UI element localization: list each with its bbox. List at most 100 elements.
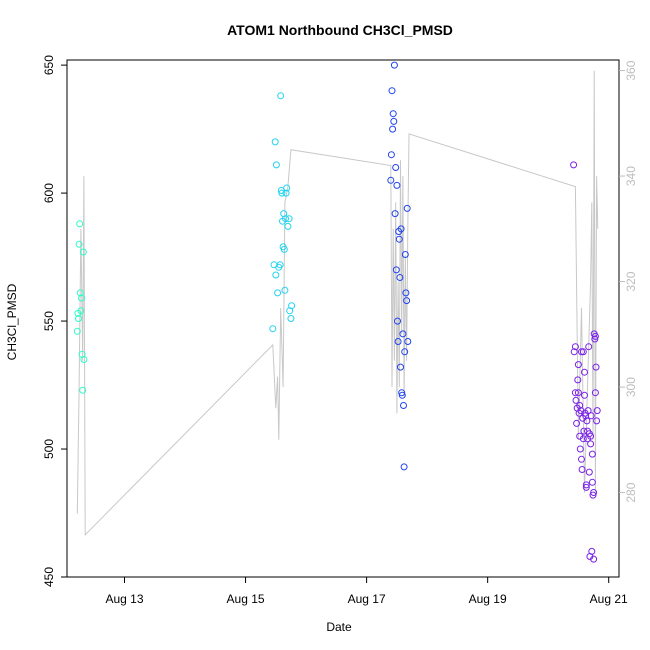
data-point-s1-8 <box>78 294 85 302</box>
y-tick-label-5: 650 <box>42 55 56 75</box>
data-point-s3-10 <box>392 266 400 274</box>
data-point-s4-17 <box>580 427 588 435</box>
data-point-s4-28 <box>587 440 595 448</box>
data-point-s1-7 <box>77 307 85 315</box>
data-point-s4-42 <box>578 348 585 356</box>
data-point-s4-18 <box>581 368 588 376</box>
data-point-s1-10 <box>79 386 87 394</box>
data-point-s3-26 <box>402 289 410 297</box>
data-point-s4-29 <box>587 412 595 420</box>
data-point-s4-48 <box>579 435 587 443</box>
data-point-s2-17 <box>282 215 289 223</box>
data-point-s4-24 <box>584 407 592 415</box>
data-point-s3-16 <box>396 274 404 281</box>
data-point-s4-39 <box>593 407 601 415</box>
x-axis-label: Date <box>326 620 352 634</box>
data-point-s3-25 <box>401 251 409 258</box>
y-axis: 450 500 550 600 650 <box>42 55 67 587</box>
data-point-s2-16 <box>281 286 289 294</box>
data-point-s4-50 <box>585 430 593 438</box>
data-point-s4-49 <box>582 481 590 489</box>
data-point-s3-7 <box>390 61 398 69</box>
data-point-s4-7 <box>574 376 582 384</box>
data-point-s3-29 <box>404 338 412 345</box>
y-tick-label-4: 600 <box>42 183 56 203</box>
data-point-s2-19 <box>283 184 291 192</box>
chart-title: ATOM1 Northbound CH3Cl_PMSD <box>227 22 453 38</box>
data-point-s4-41 <box>574 389 582 397</box>
data-point-s2-3 <box>271 138 279 146</box>
data-point-s3-1 <box>387 176 395 184</box>
data-point-s4-47 <box>576 402 584 409</box>
data-point-s4-31 <box>588 478 596 486</box>
secondary-trace-line <box>76 70 599 537</box>
x-tick-label-4: Aug 19 <box>469 592 507 606</box>
data-point-s3-5 <box>389 110 397 118</box>
data-point-s4-22 <box>583 417 591 425</box>
secondary-y-axis: 280 300 320 340 360 <box>619 60 638 503</box>
data-point-s4-46 <box>590 555 598 563</box>
data-point-s3-27 <box>403 297 411 305</box>
data-point-s1-11 <box>79 248 87 256</box>
data-point-s4-3 <box>571 389 579 397</box>
data-point-s4-30 <box>588 547 596 555</box>
data-point-s3-24 <box>401 348 409 356</box>
x-tick-label-1: Aug 13 <box>105 592 143 606</box>
data-point-s3-19 <box>398 389 406 397</box>
data-point-s4-36 <box>591 332 599 340</box>
y2-tick-label-5: 360 <box>624 60 638 80</box>
y2-tick-label-1: 280 <box>624 482 638 502</box>
data-point-s4-26 <box>585 468 593 476</box>
y2-tick-label-3: 320 <box>624 271 638 291</box>
data-point-s2-8 <box>276 261 284 269</box>
data-point-s1-12 <box>80 356 88 363</box>
secondary-trace-layer <box>76 70 599 537</box>
data-point-s4-14 <box>578 466 586 473</box>
data-point-s4-40 <box>571 343 579 351</box>
data-point-s3-6 <box>390 117 398 125</box>
y-tick-label-2: 500 <box>42 439 56 459</box>
data-point-s4-51 <box>588 450 596 458</box>
y-axis-label: CH3Cl_PMSD <box>5 283 19 360</box>
data-point-s1-4 <box>75 240 83 248</box>
data-point-s2-11 <box>278 189 286 197</box>
data-point-s3-23 <box>400 463 408 471</box>
y-tick-label-1: 450 <box>42 567 56 587</box>
data-point-s4-5 <box>573 419 581 427</box>
data-point-s4-52 <box>591 389 599 397</box>
data-point-s4-37 <box>592 363 600 371</box>
data-point-s4-33 <box>590 489 598 496</box>
data-point-s3-28 <box>403 204 411 212</box>
data-point-s2-15 <box>280 245 288 253</box>
data-point-s4-21 <box>582 483 590 491</box>
data-point-s2-23 <box>287 315 295 322</box>
data-point-s2-1 <box>269 325 277 333</box>
data-point-s2-18 <box>282 189 290 197</box>
x-tick-label-2: Aug 15 <box>227 592 265 606</box>
data-point-s4-2 <box>570 348 578 356</box>
data-point-s3-3 <box>388 87 396 95</box>
data-point-s1-1 <box>73 327 81 335</box>
data-point-s4-8 <box>574 361 582 369</box>
data-point-s2-9 <box>277 92 285 100</box>
data-point-s4-32 <box>589 491 597 499</box>
y2-tick-label-2: 300 <box>624 377 638 397</box>
y2-tick-label-4: 340 <box>624 166 638 186</box>
data-point-s2-6 <box>274 289 282 297</box>
data-point-s3-2 <box>387 151 395 159</box>
data-point-s4-4 <box>572 396 580 404</box>
data-point-s3-22 <box>400 402 407 409</box>
data-point-s1-5 <box>76 220 84 228</box>
data-point-s2-24 <box>288 302 296 310</box>
y-tick-label-3: 550 <box>42 311 56 331</box>
plot-frame <box>66 59 620 578</box>
data-point-s3-15 <box>395 235 403 243</box>
data-point-s4-25 <box>585 343 593 351</box>
data-point-s1-6 <box>76 289 84 297</box>
data-point-s3-17 <box>397 363 404 371</box>
data-point-s3-4 <box>389 125 397 133</box>
data-point-s3-8 <box>391 210 399 218</box>
x-tick-label-3: Aug 17 <box>348 592 386 606</box>
x-tick-label-5: Aug 21 <box>590 592 628 606</box>
